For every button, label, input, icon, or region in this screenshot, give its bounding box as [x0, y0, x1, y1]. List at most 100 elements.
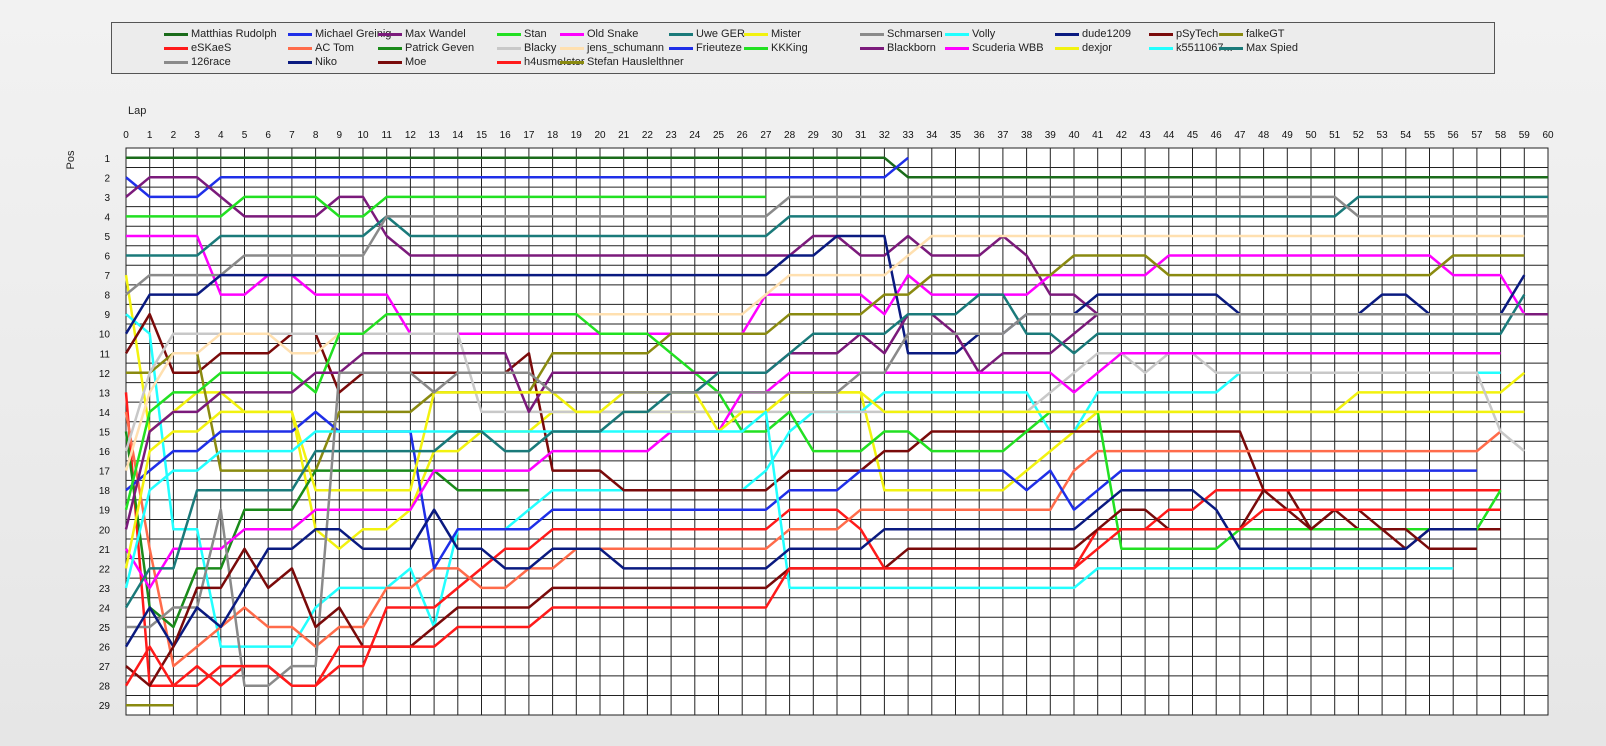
x-tick-label: 16: [500, 130, 512, 141]
x-tick-label: 32: [879, 130, 891, 141]
x-tick-label: 44: [1163, 130, 1175, 141]
legend-swatch: [945, 46, 969, 50]
x-axis-label: Lap: [128, 105, 146, 117]
legend-item: KKKing: [744, 41, 808, 55]
legend-label: Uwe GER: [696, 28, 745, 40]
x-tick-label: 40: [1068, 130, 1080, 141]
legend-item: h4usme!ster: [497, 55, 585, 69]
legend-item: 126race: [164, 55, 231, 69]
x-tick-label: 49: [1282, 130, 1294, 141]
legend-label: dexjor: [1082, 42, 1112, 54]
x-tick-label: 28: [784, 130, 796, 141]
x-tick-label: 26: [737, 130, 749, 141]
x-tick-label: 59: [1519, 130, 1531, 141]
y-tick-labels: 1234567891011121314151617181920212223242…: [99, 154, 111, 712]
y-tick-label: 13: [99, 388, 111, 399]
x-tick-label: 41: [1092, 130, 1104, 141]
x-tick-label: 45: [1187, 130, 1199, 141]
x-tick-label: 5: [242, 130, 248, 141]
y-tick-label: 21: [99, 545, 111, 556]
x-tick-label: 10: [357, 130, 369, 141]
x-tick-label: 11: [382, 130, 393, 141]
x-tick-label: 12: [405, 130, 417, 141]
y-tick-label: 1: [104, 154, 110, 165]
x-tick-label: 8: [313, 130, 319, 141]
y-tick-label: 14: [99, 408, 111, 419]
series-line-uwe-ger: [126, 195, 1548, 257]
x-tick-label: 15: [476, 130, 488, 141]
x-tick-label: 51: [1329, 130, 1341, 141]
legend-item: Stan: [497, 27, 547, 41]
x-tick-label: 24: [689, 130, 701, 141]
legend-item: dexjor: [1055, 41, 1112, 55]
y-tick-label: 17: [99, 467, 111, 478]
x-tick-label: 21: [618, 130, 630, 141]
x-tick-label: 56: [1448, 130, 1460, 141]
legend-item: Stefan Hauslelthner: [560, 55, 684, 69]
series-line-schmarsen: [125, 195, 1548, 296]
legend-item: Matthias Rudolph: [164, 27, 277, 41]
legend-swatch: [164, 60, 188, 64]
x-tick-label: 52: [1353, 130, 1365, 141]
legend-swatch: [560, 46, 584, 50]
legend-label: Matthias Rudolph: [191, 28, 277, 40]
legend-label: pSyTech: [1176, 28, 1219, 40]
x-tick-label: 2: [171, 130, 177, 141]
x-tick-label: 1: [147, 130, 153, 141]
series-line-stan: [126, 195, 766, 218]
x-tick-label: 18: [547, 130, 559, 141]
legend-label: falkeGT: [1246, 28, 1285, 40]
x-tick-label: 46: [1211, 130, 1223, 141]
x-tick-label: 57: [1471, 130, 1483, 141]
legend-item: Patrick Geven: [378, 41, 474, 55]
x-tick-label: 23: [666, 130, 678, 141]
legend-swatch: [288, 46, 312, 50]
x-tick-label: 33: [903, 130, 915, 141]
y-tick-label: 19: [99, 506, 111, 517]
x-tick-label: 60: [1542, 130, 1554, 141]
legend-label: AC Tom: [315, 42, 354, 54]
x-tick-label: 3: [194, 130, 200, 141]
legend-swatch: [744, 46, 768, 50]
series-lines: [124, 156, 1548, 707]
series-line-niko: [124, 488, 1477, 648]
legend-swatch: [497, 32, 521, 36]
x-tick-label: 17: [523, 130, 535, 141]
y-tick-label: 9: [104, 310, 110, 321]
legend-label: Mister: [771, 28, 801, 40]
x-tick-label: 50: [1305, 130, 1317, 141]
legend-label: Stefan Hauslelthner: [587, 56, 684, 68]
legend-swatch: [288, 60, 312, 64]
y-tick-label: 2: [104, 173, 110, 184]
x-tick-label: 7: [289, 130, 295, 141]
legend-label: eSKaeS: [191, 42, 232, 54]
y-tick-label: 10: [99, 330, 111, 341]
legend-item: Schmarsen: [860, 27, 943, 41]
x-tick-label: 39: [1045, 130, 1057, 141]
legend-item: Scuderia WBB: [945, 41, 1044, 55]
legend-swatch: [860, 46, 884, 50]
series-line-patrick-geven: [124, 431, 529, 629]
y-tick-label: 7: [104, 271, 110, 282]
legend-item: Moe: [378, 55, 426, 69]
x-tick-label: 0: [123, 130, 129, 141]
x-tick-label: 30: [831, 130, 843, 141]
legend-label: Niko: [315, 56, 338, 68]
series-line-old-snake: [126, 234, 1526, 335]
legend-label: Old Snake: [587, 28, 639, 40]
x-tick-label: 43: [1140, 130, 1152, 141]
x-tick-label: 37: [997, 130, 1009, 141]
x-tick-label: 42: [1116, 130, 1128, 141]
grid: [125, 147, 1549, 716]
legend-label: Volly: [972, 28, 996, 40]
x-tick-label: 6: [265, 130, 271, 141]
legend-swatch: [164, 46, 188, 50]
legend-label: h4usme!ster: [524, 56, 585, 68]
x-tick-label: 31: [855, 130, 867, 141]
x-tick-label: 54: [1400, 130, 1412, 141]
y-tick-label: 24: [99, 603, 111, 614]
legend-swatch: [1149, 46, 1173, 50]
legend-label: Moe: [405, 56, 427, 68]
y-tick-label: 22: [99, 564, 111, 575]
legend-swatch: [378, 60, 402, 64]
